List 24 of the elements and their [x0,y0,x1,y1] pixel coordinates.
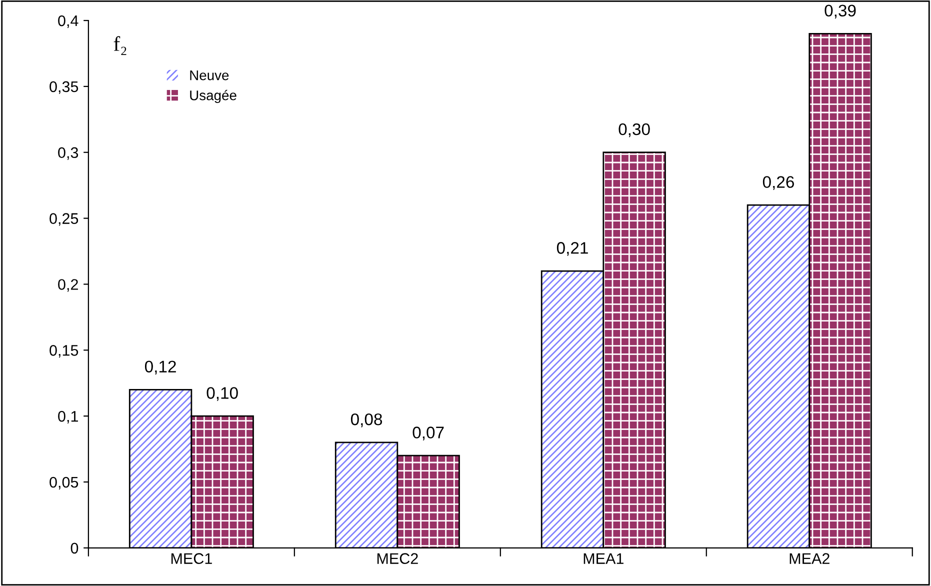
x-tick-label: MEC2 [377,553,418,564]
data-label: 0,26 [762,176,794,190]
y-tick-label: 0 [70,542,78,554]
y-tick-label: 0,35 [50,81,78,94]
y-tick-label: 0,15 [50,345,78,358]
data-label: 0,10 [206,387,238,401]
y-tick-label: 0,2 [58,279,78,292]
y-tick-label: 0,05 [50,476,78,490]
data-label: 0,08 [350,413,382,428]
y-tick-label: 0,1 [58,410,78,424]
y-tick-label: 0,4 [58,15,78,28]
x-tick-label: MEA2 [790,553,830,564]
x-tick-label: MEC1 [171,553,212,564]
x-tick-label: MEA1 [584,553,624,564]
data-label: 0,30 [618,123,650,138]
data-label: 0,07 [412,426,444,440]
y-axis-title: f₂ [114,36,126,56]
data-label: 0,12 [144,360,176,374]
data-label: 0,21 [556,242,588,256]
y-tick-label: 0,3 [58,147,78,160]
y-tick-label: 0,25 [50,213,78,226]
legend-label: Neuve [190,70,229,80]
legend-label: Usagée [190,90,236,104]
data-label: 0,39 [824,4,856,18]
